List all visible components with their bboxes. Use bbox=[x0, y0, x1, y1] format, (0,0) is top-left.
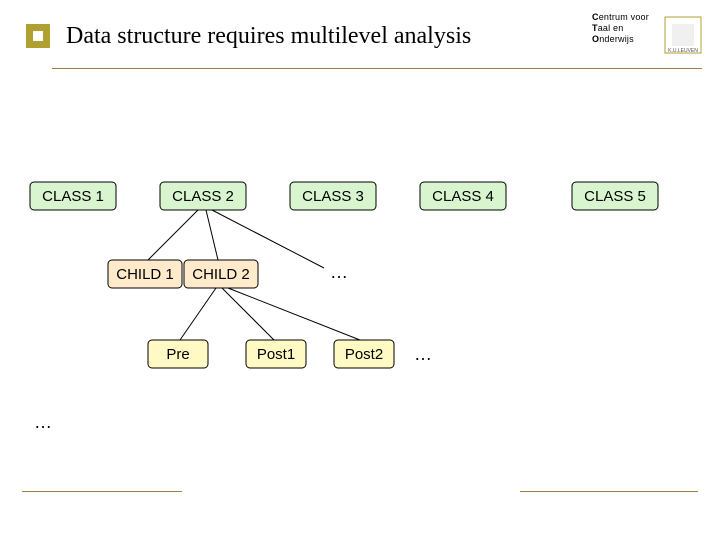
svg-text:Pre: Pre bbox=[166, 346, 189, 363]
tree-edge bbox=[148, 210, 198, 260]
svg-text:Post1: Post1 bbox=[257, 346, 295, 363]
svg-text:CHILD 1: CHILD 1 bbox=[116, 266, 174, 283]
tree-node-c1: CLASS 1 bbox=[30, 182, 116, 210]
svg-text:Post2: Post2 bbox=[345, 346, 383, 363]
tree-node-ch1: CHILD 1 bbox=[108, 260, 182, 288]
tree-edge bbox=[206, 210, 218, 260]
tree-node-pre: Pre bbox=[148, 340, 208, 368]
tree-edge bbox=[180, 288, 216, 340]
tree-node-p2: Post2 bbox=[334, 340, 394, 368]
ellipsis: … bbox=[414, 344, 432, 364]
svg-text:CHILD 2: CHILD 2 bbox=[192, 266, 250, 283]
tree-node-c2: CLASS 2 bbox=[160, 182, 246, 210]
ellipsis: … bbox=[330, 262, 348, 282]
ellipsis: … bbox=[34, 412, 52, 432]
svg-text:CLASS 3: CLASS 3 bbox=[302, 188, 364, 205]
tree-node-ch2: CHILD 2 bbox=[184, 260, 258, 288]
tree-node-c3: CLASS 3 bbox=[290, 182, 376, 210]
svg-text:CLASS 1: CLASS 1 bbox=[42, 188, 104, 205]
footer-rule-right bbox=[520, 491, 698, 492]
footer-rule-left bbox=[22, 491, 182, 492]
tree-diagram: CLASS 1 CLASS 2 CLASS 3 CLASS 4 CLASS 5 CHILD… bbox=[0, 0, 720, 540]
tree-edge bbox=[212, 210, 324, 268]
svg-text:CLASS 4: CLASS 4 bbox=[432, 188, 494, 205]
svg-text:CLASS 2: CLASS 2 bbox=[172, 188, 234, 205]
svg-text:CLASS 5: CLASS 5 bbox=[584, 188, 646, 205]
tree-node-c5: CLASS 5 bbox=[572, 182, 658, 210]
tree-node-p1: Post1 bbox=[246, 340, 306, 368]
tree-node-c4: CLASS 4 bbox=[420, 182, 506, 210]
